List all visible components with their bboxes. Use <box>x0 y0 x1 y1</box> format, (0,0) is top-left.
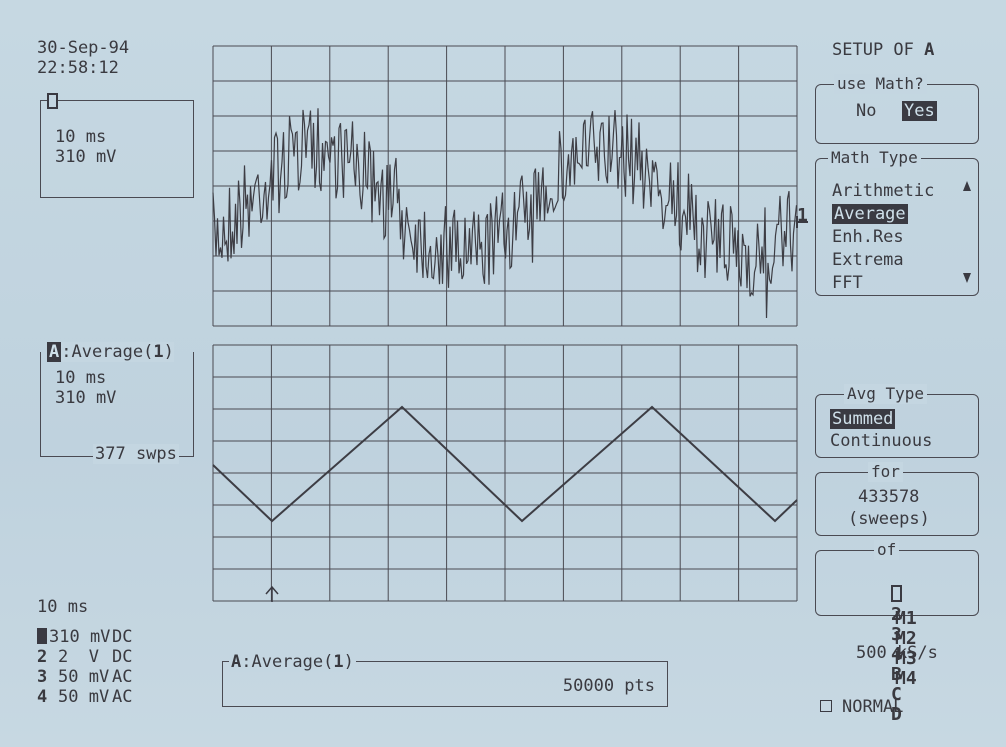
trace-a-letter: A <box>47 342 62 362</box>
trigger-mode-label: NORMAL <box>842 697 904 717</box>
trace-1-volts: 310 mV <box>55 147 117 167</box>
math-type-legend: Math Type <box>828 148 921 168</box>
source-2[interactable]: 2 <box>891 604 902 625</box>
source-row-2: M1 M2 M3 M4 <box>830 589 917 709</box>
source-c[interactable]: C <box>891 684 902 705</box>
avg-type-summed[interactable]: Summed <box>830 409 896 429</box>
math-summary-title: A:Average(1) <box>229 652 356 672</box>
trace-1-label-box[interactable]: 10 ms 310 mV <box>40 93 194 198</box>
math-type-arithmetic[interactable]: Arithmetic <box>832 181 935 201</box>
use-math-menu[interactable]: use Math? No Yes <box>815 74 979 144</box>
trigger-mode-icon <box>820 700 832 712</box>
sweep-count-value[interactable]: 433578 <box>858 487 920 507</box>
average-trace <box>212 405 798 523</box>
of-legend: of <box>874 540 900 560</box>
source-d[interactable]: D <box>891 704 902 725</box>
math-type-extrema[interactable]: Extrema <box>832 250 904 270</box>
source-m4[interactable]: M4 <box>895 668 917 689</box>
trigger-arrow-icon <box>265 585 279 602</box>
trace-a-sweep-count: 377 swps <box>93 444 179 464</box>
trace-a-volts: 310 mV <box>55 388 117 408</box>
math-type-menu[interactable]: Math Type Arithmetic Average Enh.Res Ext… <box>815 148 979 296</box>
upper-graticule <box>212 45 798 327</box>
timebase-readout: 10 ms <box>37 597 89 617</box>
math-type-enh-res[interactable]: Enh.Res <box>832 227 904 247</box>
channel-number: 3 <box>37 667 48 687</box>
record-length: 50000 pts <box>562 676 655 696</box>
date-display: 30-Sep-94 <box>37 38 130 58</box>
channel-1-icon <box>47 93 58 109</box>
trace-a-func: :Average( <box>61 342 154 362</box>
scroll-arrows-icon <box>963 181 971 283</box>
trace-1-level-marker: 1 <box>797 205 808 226</box>
setup-title-channel: A <box>924 40 935 60</box>
channel-volts: 310 mV <box>49 627 111 647</box>
channel-1-icon <box>37 628 47 644</box>
math-type-average[interactable]: Average <box>832 204 908 224</box>
channel-coupling: DC <box>112 627 133 647</box>
lower-graticule <box>212 344 798 602</box>
trigger-mode[interactable]: NORMAL <box>820 697 903 717</box>
channel-coupling: AC <box>112 667 133 687</box>
sweep-count-menu[interactable]: for 433578 (sweeps) <box>815 462 979 536</box>
setup-title: SETUP OF A <box>832 40 934 60</box>
trace-1-timebase: 10 ms <box>55 127 107 147</box>
channel-volts[interactable]: 2 V <box>58 647 99 667</box>
channel-coupling: DC <box>112 647 133 667</box>
channel-volts[interactable]: 50 mV <box>58 667 110 687</box>
trace-a-timebase: 10 ms <box>55 368 107 388</box>
math-summary-func-channel: 1 <box>333 652 344 672</box>
math-function-summary-box[interactable]: A:Average(1) 50000 pts <box>222 652 668 707</box>
sweep-count-unit: (sweeps) <box>848 509 930 529</box>
source-4[interactable]: 4 <box>891 644 902 665</box>
source-1-selected-icon[interactable] <box>891 585 903 602</box>
avg-type-continuous[interactable]: Continuous <box>830 431 933 451</box>
use-math-no-option[interactable]: No <box>856 101 877 121</box>
channel-number: 2 <box>37 647 48 667</box>
source-b[interactable]: B <box>891 664 902 685</box>
source-m3[interactable]: M3 <box>895 648 917 669</box>
trace-a-func-close: ) <box>163 342 174 362</box>
trace-a-title: A:Average(1) <box>47 342 174 362</box>
math-summary-func: :Average( <box>241 652 334 672</box>
source-3[interactable]: 3 <box>891 624 902 645</box>
channel-row[interactable]: 310 mV <box>37 627 110 647</box>
channel-number: 4 <box>37 687 48 707</box>
channel-1-ground-marker-icon <box>796 216 808 228</box>
trace-a-label-box[interactable]: A:Average(1) 10 ms 310 mV 377 swps <box>40 342 194 464</box>
math-type-fft[interactable]: FFT <box>832 273 863 293</box>
for-legend: for <box>868 462 903 482</box>
avg-type-menu[interactable]: Avg Type Summed Continuous <box>815 384 979 458</box>
math-summary-letter: A <box>231 652 242 672</box>
source-m1[interactable]: M1 <box>895 608 917 629</box>
avg-type-legend: Avg Type <box>844 384 928 404</box>
channel-volts[interactable]: 50 mV <box>58 687 110 707</box>
sample-rate: 500 kS/s <box>856 643 938 663</box>
source-select-menu[interactable]: of 2 3 4 B C D M1 M2 M3 M4 <box>815 540 979 725</box>
setup-title-text: SETUP OF <box>832 40 914 60</box>
use-math-legend: use Math? <box>834 74 927 94</box>
channel-1-noisy-trace <box>212 108 798 319</box>
math-summary-func-close: ) <box>343 652 354 672</box>
trace-a-func-channel: 1 <box>153 342 164 362</box>
source-m2[interactable]: M2 <box>895 628 917 649</box>
use-math-yes-option[interactable]: Yes <box>902 101 937 121</box>
source-row-1: 2 3 4 B C D <box>826 565 904 745</box>
channel-coupling: AC <box>112 687 133 707</box>
time-display: 22:58:12 <box>37 58 119 78</box>
